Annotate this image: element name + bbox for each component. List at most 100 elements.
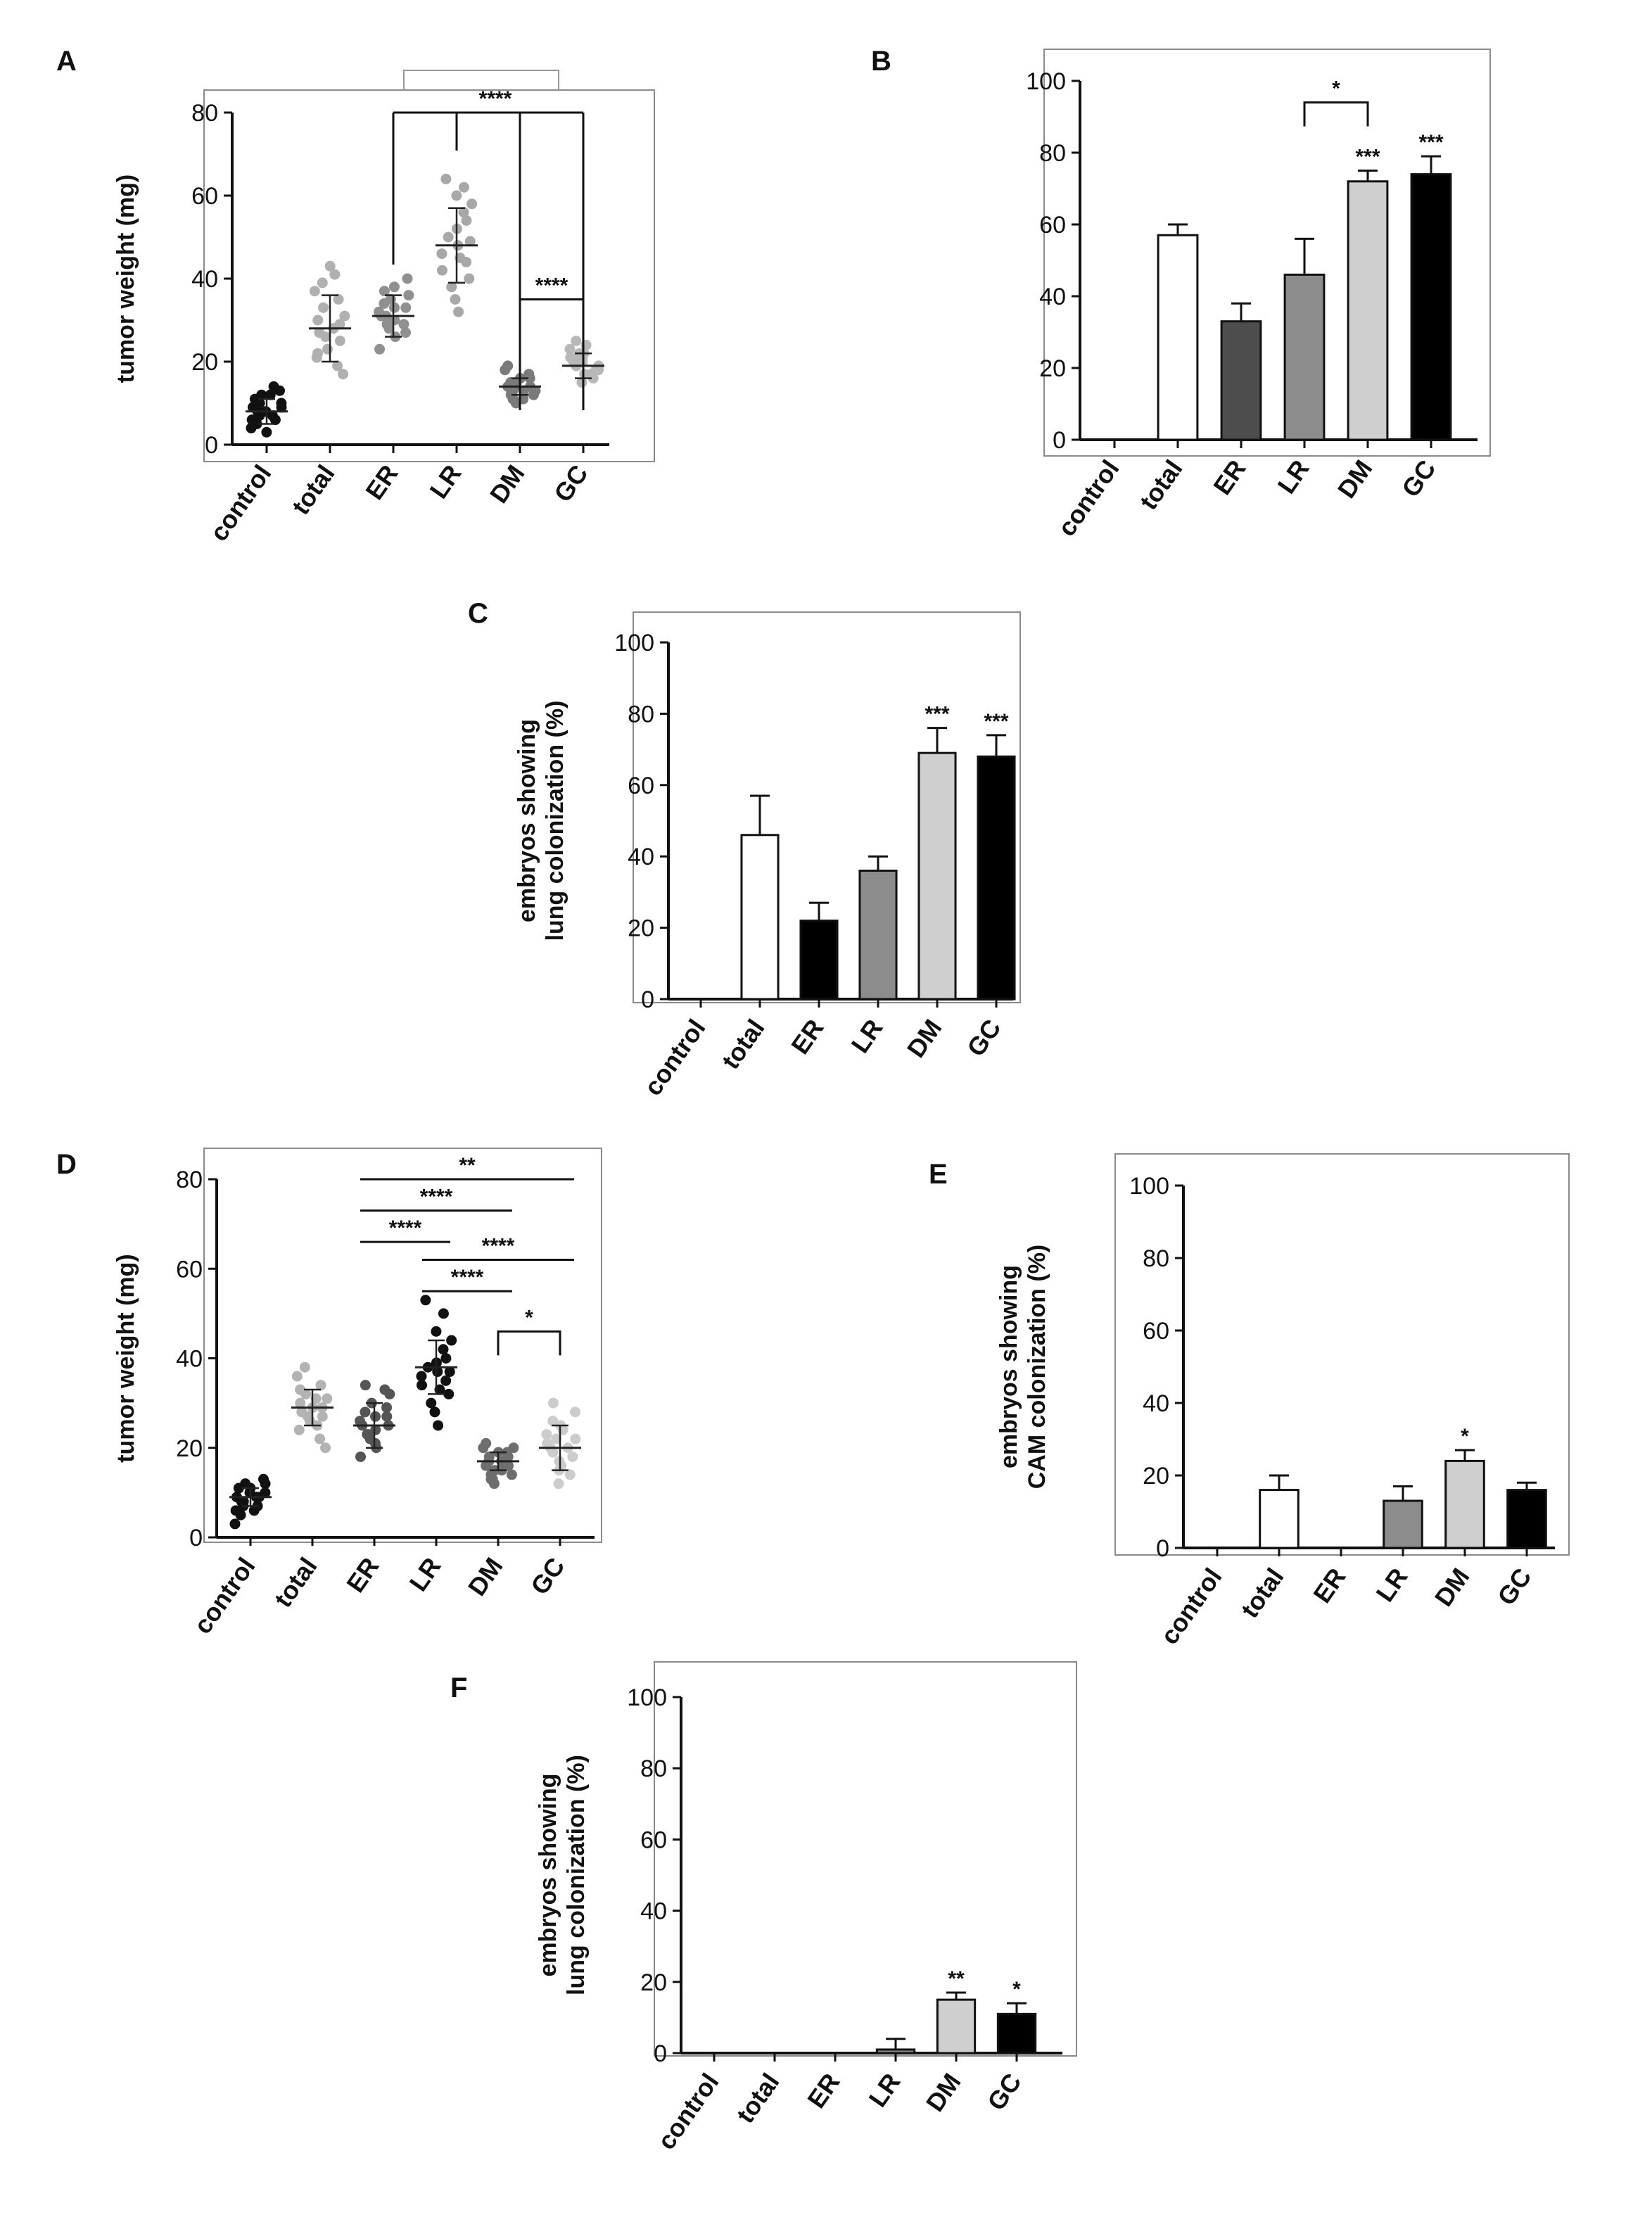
bar-LR [1383, 1499, 1423, 1549]
data-point [565, 352, 576, 363]
data-point [443, 231, 454, 243]
data-point [338, 369, 349, 380]
x-tick-label: total [716, 1014, 770, 1074]
significance-stars: ** [948, 1967, 965, 1990]
significance-label: ** [459, 1154, 476, 1177]
y-tick-label: 60 [176, 1256, 203, 1283]
data-point [502, 360, 514, 372]
data-point [291, 1371, 303, 1382]
bar-GC [977, 755, 1016, 1001]
data-point [461, 215, 472, 226]
panel-E: E 0 20 40 60 80 100 embryos showing CAM coloniza… [929, 1153, 1570, 1650]
data-point [483, 1451, 495, 1462]
panel-D: D 0 20 40 60 80 tumor weight (mg) control total E… [56, 1148, 602, 1639]
data-point [585, 369, 597, 380]
x-tick-label: ER [341, 1552, 384, 1597]
x-tick-label: DM [1332, 455, 1378, 503]
significance-stars: * [1461, 1425, 1469, 1448]
x-tick-label: ER [1207, 455, 1251, 500]
data-point [506, 1469, 517, 1480]
data-point [429, 1406, 440, 1418]
bar-DM [936, 1998, 977, 2055]
data-point [436, 248, 447, 260]
x-tick-label: GC [961, 1014, 1007, 1062]
x-tick-label: total [730, 2068, 784, 2128]
data-point [551, 1433, 562, 1444]
y-tick-label: 0 [1156, 1535, 1169, 1562]
data-point [426, 1397, 437, 1409]
x-tick-label: ER [360, 459, 403, 504]
y-tick-label: 0 [641, 986, 654, 1013]
y-axis-label: tumor weight (mg) [113, 1254, 139, 1463]
data-point [310, 1393, 322, 1404]
bar-total [1157, 234, 1199, 441]
data-point [400, 327, 412, 338]
y-tick-label: 0 [205, 432, 218, 459]
x-tick-label: control [1155, 1563, 1228, 1649]
data-point [315, 1380, 326, 1391]
plot-frame [203, 1148, 602, 1543]
data-point [487, 1473, 498, 1485]
significance-label: **** [420, 1186, 453, 1209]
x-tick-label: control [1052, 455, 1125, 541]
y-tick-label: 80 [176, 1167, 203, 1193]
y-tick-label: 40 [176, 1346, 203, 1373]
bar-total [740, 834, 780, 1001]
y-tick-label: 0 [654, 2040, 667, 2067]
y-axis-label: embryos showing [535, 1773, 561, 1976]
plot-frame [633, 611, 1021, 1003]
y-tick-label: 80 [1039, 140, 1066, 167]
y-axis-label: CAM colonization (%) [1024, 1245, 1050, 1490]
x-tick-label: DM [1429, 1563, 1475, 1611]
x-tick-label: ER [801, 2068, 845, 2113]
panel-letter: F [450, 1672, 467, 1703]
significance-bracket [519, 298, 585, 324]
data-point [339, 310, 350, 322]
x-tick-label: control [204, 459, 277, 546]
y-tick-label: 100 [614, 630, 654, 656]
data-point [505, 389, 516, 400]
data-point [381, 1411, 393, 1422]
data-point [508, 1442, 519, 1454]
x-tick-label: DM [920, 2068, 967, 2116]
x-tick-label: control [638, 1014, 711, 1100]
data-point [431, 1326, 442, 1337]
bar-GC [1506, 1489, 1547, 1549]
x-tick-label: LR [403, 1552, 446, 1596]
y-tick-label: 60 [628, 773, 654, 799]
y-tick-label: 100 [627, 1684, 667, 1711]
x-tick-label: LR [1271, 455, 1314, 499]
data-point [481, 1437, 492, 1449]
data-point [443, 1388, 455, 1399]
significance-label: **** [535, 274, 568, 298]
plot-frame [203, 89, 655, 462]
significance-stars: *** [925, 703, 949, 726]
data-point [440, 1375, 452, 1386]
data-point [466, 198, 478, 210]
plot-frame [1043, 49, 1491, 457]
y-axis-label: embryos showing [996, 1265, 1022, 1468]
data-point [322, 1393, 333, 1404]
data-point [570, 1406, 581, 1418]
significance-label: **** [451, 1266, 484, 1289]
data-point [317, 277, 328, 288]
data-point [312, 348, 324, 359]
data-point [332, 360, 343, 372]
data-point [276, 402, 287, 413]
significance-stars: *** [984, 710, 1008, 733]
data-point [265, 389, 276, 400]
data-point [570, 1433, 581, 1444]
data-point [360, 1380, 371, 1391]
y-axis-label: embryos showing [514, 719, 540, 922]
x-tick-label: total [1235, 1563, 1289, 1623]
bar-GC [1410, 173, 1452, 441]
data-point [254, 398, 265, 409]
x-tick-label: ER [785, 1014, 829, 1059]
data-point [293, 1424, 305, 1435]
x-tick-label: DM [462, 1552, 509, 1601]
x-tick-label: control [652, 2068, 725, 2154]
y-tick-label: 20 [191, 349, 218, 376]
y-axis-label: tumor weight (mg) [113, 174, 139, 383]
data-point [256, 389, 267, 400]
bar-ER [1220, 320, 1262, 441]
